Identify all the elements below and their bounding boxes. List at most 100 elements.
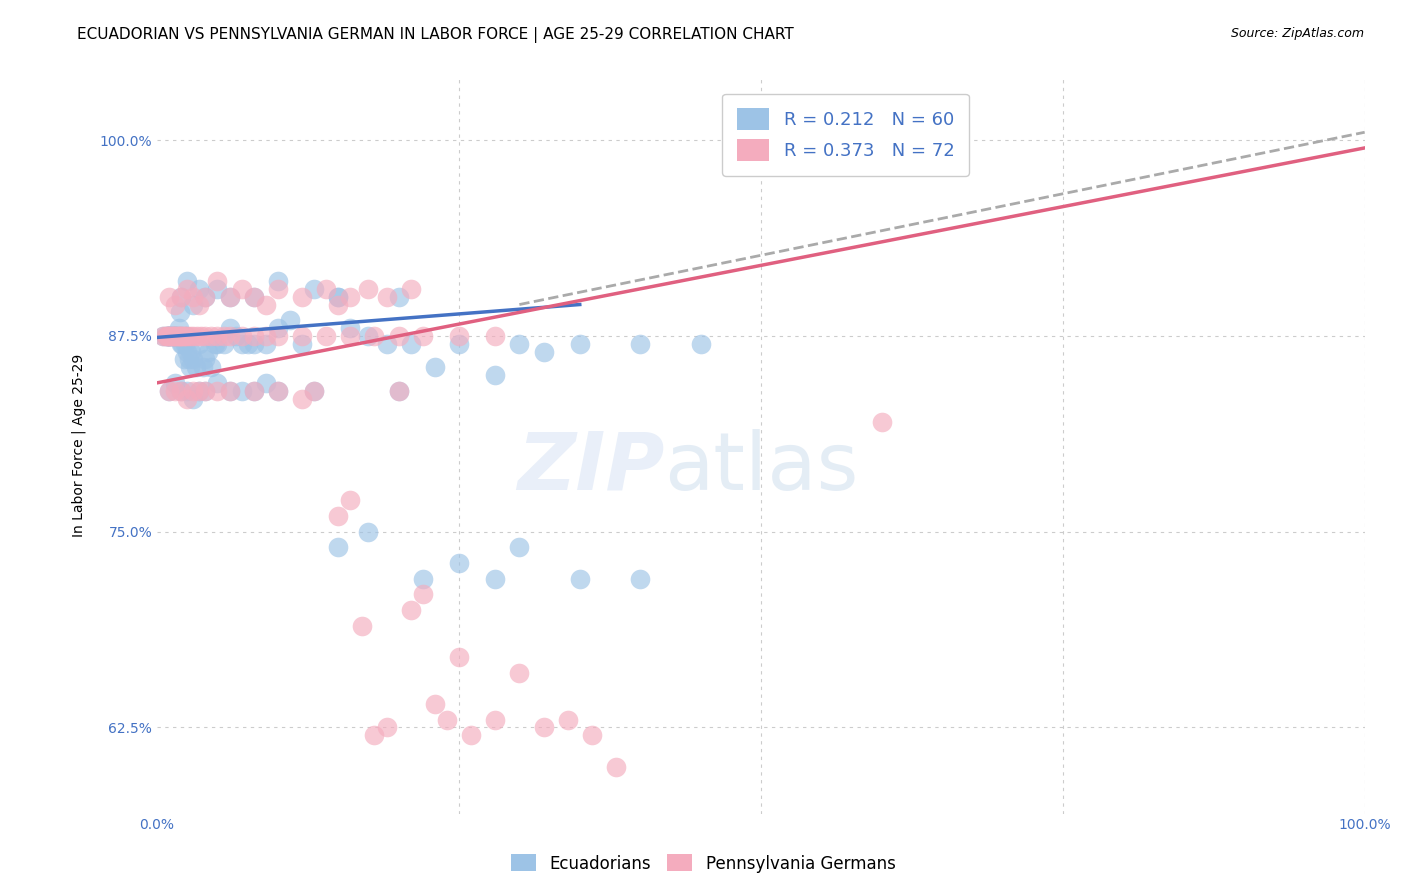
Point (328, 508, 350, 523)
Point (302, 282, 325, 296)
Point (157, 329, 180, 343)
Point (291, 329, 314, 343)
Point (242, 384, 264, 398)
Point (242, 290, 264, 304)
Point (188, 384, 211, 398)
Point (183, 329, 205, 343)
Point (157, 329, 180, 343)
Point (162, 329, 184, 343)
Point (363, 329, 385, 343)
Point (160, 329, 183, 343)
Point (605, 759, 627, 773)
Point (184, 360, 207, 375)
Point (170, 329, 193, 343)
Point (460, 728, 482, 742)
Point (447, 556, 470, 570)
Point (484, 713, 506, 727)
Point (267, 384, 290, 398)
Point (159, 329, 181, 343)
Point (399, 603, 422, 617)
Point (183, 297, 205, 311)
Point (291, 392, 314, 406)
Point (423, 697, 446, 711)
Point (357, 524, 380, 539)
Point (357, 282, 380, 296)
Point (218, 290, 240, 304)
Point (533, 344, 555, 359)
Point (375, 336, 398, 351)
Point (399, 282, 422, 296)
Point (218, 329, 240, 343)
Point (176, 392, 198, 406)
Point (166, 329, 188, 343)
Point (172, 336, 194, 351)
Point (242, 290, 264, 304)
Point (183, 392, 205, 406)
Point (267, 329, 290, 343)
Point (188, 336, 211, 351)
Point (484, 572, 506, 586)
Point (165, 297, 187, 311)
Point (170, 336, 193, 351)
Point (388, 384, 411, 398)
Point (165, 329, 187, 343)
Point (165, 329, 187, 343)
Point (183, 290, 205, 304)
Point (188, 282, 211, 296)
Point (207, 376, 229, 390)
Point (174, 329, 197, 343)
Point (328, 290, 350, 304)
Point (165, 329, 187, 343)
Point (225, 329, 247, 343)
Point (267, 282, 290, 296)
Point (167, 321, 190, 335)
Point (173, 352, 195, 367)
Point (212, 329, 235, 343)
Point (242, 329, 264, 343)
Point (352, 618, 374, 632)
Legend: Ecuadorians, Pennsylvania Germans: Ecuadorians, Pennsylvania Germans (503, 847, 903, 880)
Point (339, 321, 361, 335)
Point (170, 384, 193, 398)
Text: ZIP: ZIP (517, 428, 664, 507)
Point (194, 384, 217, 398)
Point (190, 329, 212, 343)
Point (423, 360, 446, 375)
Point (176, 384, 198, 398)
Point (254, 376, 277, 390)
Point (173, 329, 195, 343)
Point (557, 713, 579, 727)
Point (188, 297, 211, 311)
Point (278, 313, 301, 327)
Point (447, 329, 470, 343)
Point (165, 329, 187, 343)
Point (533, 720, 555, 734)
Point (218, 384, 240, 398)
Point (174, 329, 197, 343)
Point (357, 329, 380, 343)
Point (183, 352, 205, 367)
Point (484, 368, 506, 382)
Point (484, 329, 506, 343)
Point (568, 336, 591, 351)
Point (339, 493, 361, 508)
Point (508, 336, 530, 351)
Point (399, 336, 422, 351)
Point (328, 541, 350, 555)
Point (291, 336, 314, 351)
Point (267, 384, 290, 398)
Point (176, 344, 198, 359)
Point (328, 290, 350, 304)
Point (231, 329, 253, 343)
Text: atlas: atlas (664, 428, 859, 507)
Point (163, 329, 186, 343)
Point (170, 329, 193, 343)
Point (176, 274, 198, 288)
Point (165, 376, 187, 390)
Point (188, 384, 211, 398)
Point (157, 290, 180, 304)
Point (194, 329, 217, 343)
Text: ECUADORIAN VS PENNSYLVANIA GERMAN IN LABOR FORCE | AGE 25-29 CORRELATION CHART: ECUADORIAN VS PENNSYLVANIA GERMAN IN LAB… (77, 27, 794, 43)
Point (447, 336, 470, 351)
Point (328, 297, 350, 311)
